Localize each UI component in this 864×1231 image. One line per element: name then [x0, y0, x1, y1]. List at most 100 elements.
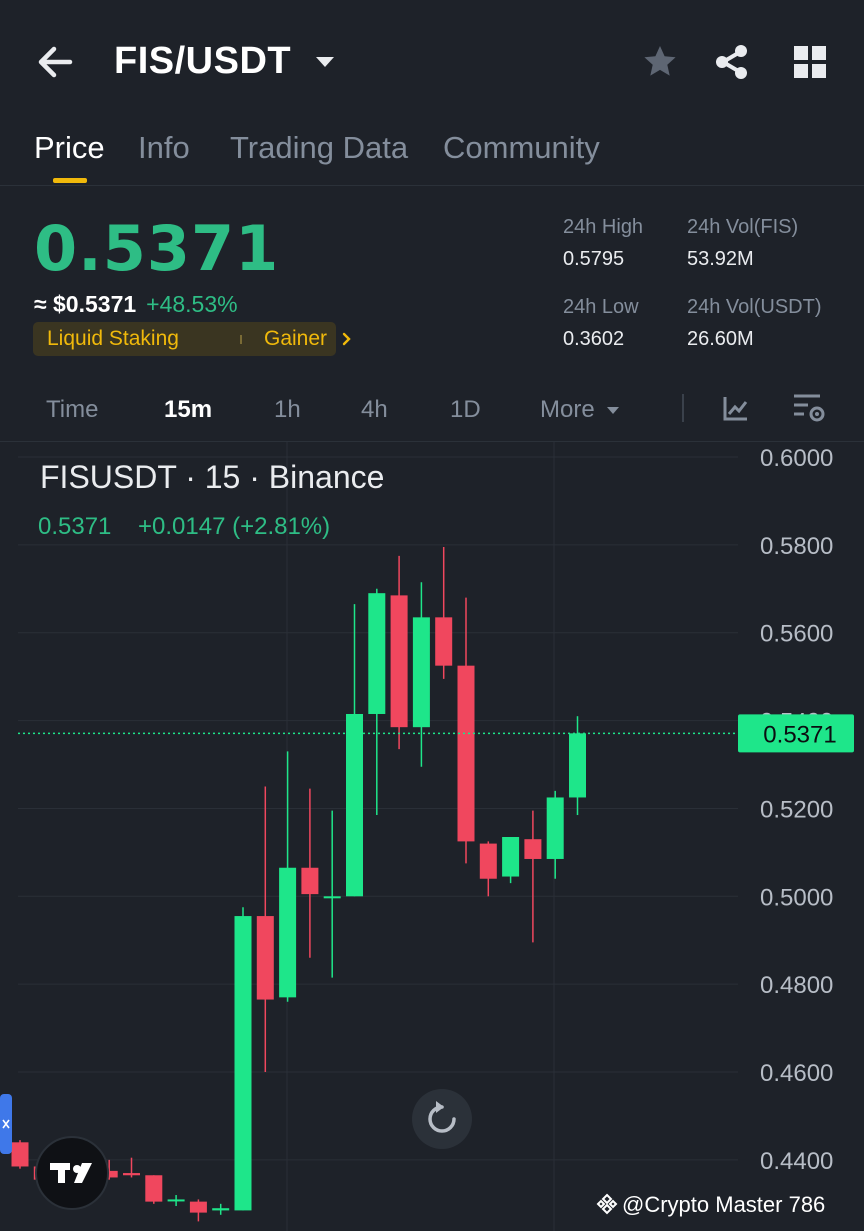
chart-grid — [18, 442, 738, 1231]
timeframe-more[interactable]: More — [540, 396, 621, 424]
tab-community[interactable]: Community — [443, 130, 600, 165]
usd-price-value: ≈ $0.5371 — [34, 291, 137, 317]
tradingview-logo[interactable] — [35, 1136, 109, 1210]
candle — [323, 810, 341, 978]
candle-body — [390, 595, 408, 728]
candle-body — [279, 867, 297, 998]
refresh-icon — [428, 1101, 456, 1133]
candle — [546, 790, 564, 879]
pair-selector[interactable] — [312, 52, 338, 72]
candle — [279, 751, 297, 1002]
chart-settings-icon[interactable] — [792, 392, 826, 424]
candle — [346, 604, 363, 897]
last-price-tag-label: 0.5371 — [763, 721, 836, 748]
candle — [502, 837, 520, 884]
reset-chart-button[interactable] — [412, 1089, 472, 1149]
vol-quote-label: 24h Vol(USDT) — [687, 296, 822, 318]
timeframe-15m[interactable]: 15m — [164, 396, 213, 423]
tradingview-logo-bg — [35, 1136, 109, 1210]
last-price: 0.5371 — [34, 212, 280, 285]
candle-body — [145, 1175, 163, 1202]
indicator-chart-icon[interactable] — [722, 394, 750, 422]
candle-body — [524, 839, 542, 859]
watermark-text: @Crypto Master 786 — [622, 1192, 826, 1217]
last-price-tag-bg — [738, 714, 854, 753]
timeframe-4h[interactable]: 4h — [361, 396, 388, 423]
candle-body — [457, 665, 475, 842]
share-button[interactable] — [712, 42, 752, 82]
menu-button[interactable] — [790, 42, 830, 82]
candle-body — [11, 1142, 29, 1167]
candle-body — [301, 867, 319, 895]
y-tick-label: 0.5600 — [760, 621, 833, 648]
timeframe-1h[interactable]: 1h — [274, 396, 301, 423]
favorite-button[interactable] — [640, 42, 680, 82]
chart-area[interactable]: 0.60000.58000.56000.54000.52000.50000.48… — [0, 441, 864, 1231]
candle — [234, 907, 252, 1211]
low-label: 24h Low — [563, 296, 639, 318]
back-arrow-icon — [38, 46, 73, 78]
y-tick-label: 0.5000 — [760, 884, 833, 911]
low-value: 0.3602 — [563, 328, 625, 350]
candle — [212, 1203, 230, 1215]
watermark: @Crypto Master 786 — [596, 1192, 825, 1218]
side-drawer-handle[interactable] — [0, 1094, 12, 1154]
reset-chart-button-bg — [412, 1089, 472, 1149]
active-tab-indicator — [53, 178, 87, 183]
candle-body — [323, 896, 341, 899]
candle-body — [435, 617, 453, 666]
candle — [412, 582, 430, 767]
candle-body — [167, 1199, 185, 1202]
tag-box[interactable]: Liquid Staking Gainer — [33, 322, 351, 356]
candle-body — [546, 797, 564, 859]
high-label: 24h High — [563, 216, 644, 238]
candle-body — [212, 1208, 230, 1211]
candle — [569, 716, 586, 816]
change-24h: +48.53% — [146, 291, 238, 317]
candle-body — [100, 1170, 118, 1178]
caret-down-icon — [316, 57, 334, 67]
candle — [524, 810, 542, 943]
tab-price[interactable]: Price — [34, 130, 105, 165]
binance-logo-icon — [596, 1193, 618, 1215]
share-icon — [716, 45, 747, 79]
tag-liquid-staking[interactable]: Liquid Staking — [47, 327, 179, 350]
timeframe-more-label: More — [540, 396, 595, 423]
candle-body — [256, 916, 274, 1000]
back-button[interactable] — [34, 42, 78, 82]
candle — [368, 588, 386, 816]
candle — [167, 1195, 185, 1207]
tab-info[interactable]: Info — [138, 130, 190, 165]
y-tick-label: 0.4400 — [760, 1148, 833, 1175]
y-tick-label: 0.5200 — [760, 796, 833, 823]
y-tick-label: 0.6000 — [760, 445, 833, 472]
chevron-right-icon — [342, 332, 351, 346]
vol-base-value: 53.92M — [687, 248, 754, 270]
candle-body — [569, 733, 586, 798]
candle — [189, 1199, 207, 1222]
tag-gainer[interactable]: Gainer — [264, 327, 328, 350]
candle-body — [123, 1173, 140, 1176]
y-tick-label: 0.4800 — [760, 972, 833, 999]
chart-status-price: 0.5371 — [38, 513, 111, 540]
candles — [11, 547, 586, 1222]
timeframe-bar: Time 15m 1h 4h 1D More — [0, 380, 864, 440]
toolbar-divider — [682, 394, 684, 422]
timeframe-time[interactable]: Time — [46, 396, 99, 423]
price-axis: 0.60000.58000.56000.54000.52000.50000.48… — [760, 445, 833, 1175]
candle-body — [234, 916, 252, 1211]
pair-title[interactable]: FIS/USDT — [114, 40, 292, 82]
tab-trading-data[interactable]: Trading Data — [230, 130, 409, 165]
candlestick-chart[interactable]: 0.60000.58000.56000.54000.52000.50000.48… — [0, 442, 864, 1231]
candle-body — [368, 593, 386, 714]
candle — [479, 841, 497, 897]
y-tick-label: 0.4600 — [760, 1060, 833, 1087]
tab-bar: Price Info Trading Data Community — [0, 120, 864, 186]
chart-title: FISUSDT · 15 · Binance — [40, 459, 384, 495]
candle — [256, 786, 274, 1073]
usd-price: ≈ $0.5371 +48.53% — [34, 291, 238, 318]
timeframe-1d[interactable]: 1D — [450, 396, 481, 423]
candle — [11, 1140, 29, 1169]
candle — [457, 597, 475, 864]
vol-base-label: 24h Vol(FIS) — [687, 216, 799, 238]
